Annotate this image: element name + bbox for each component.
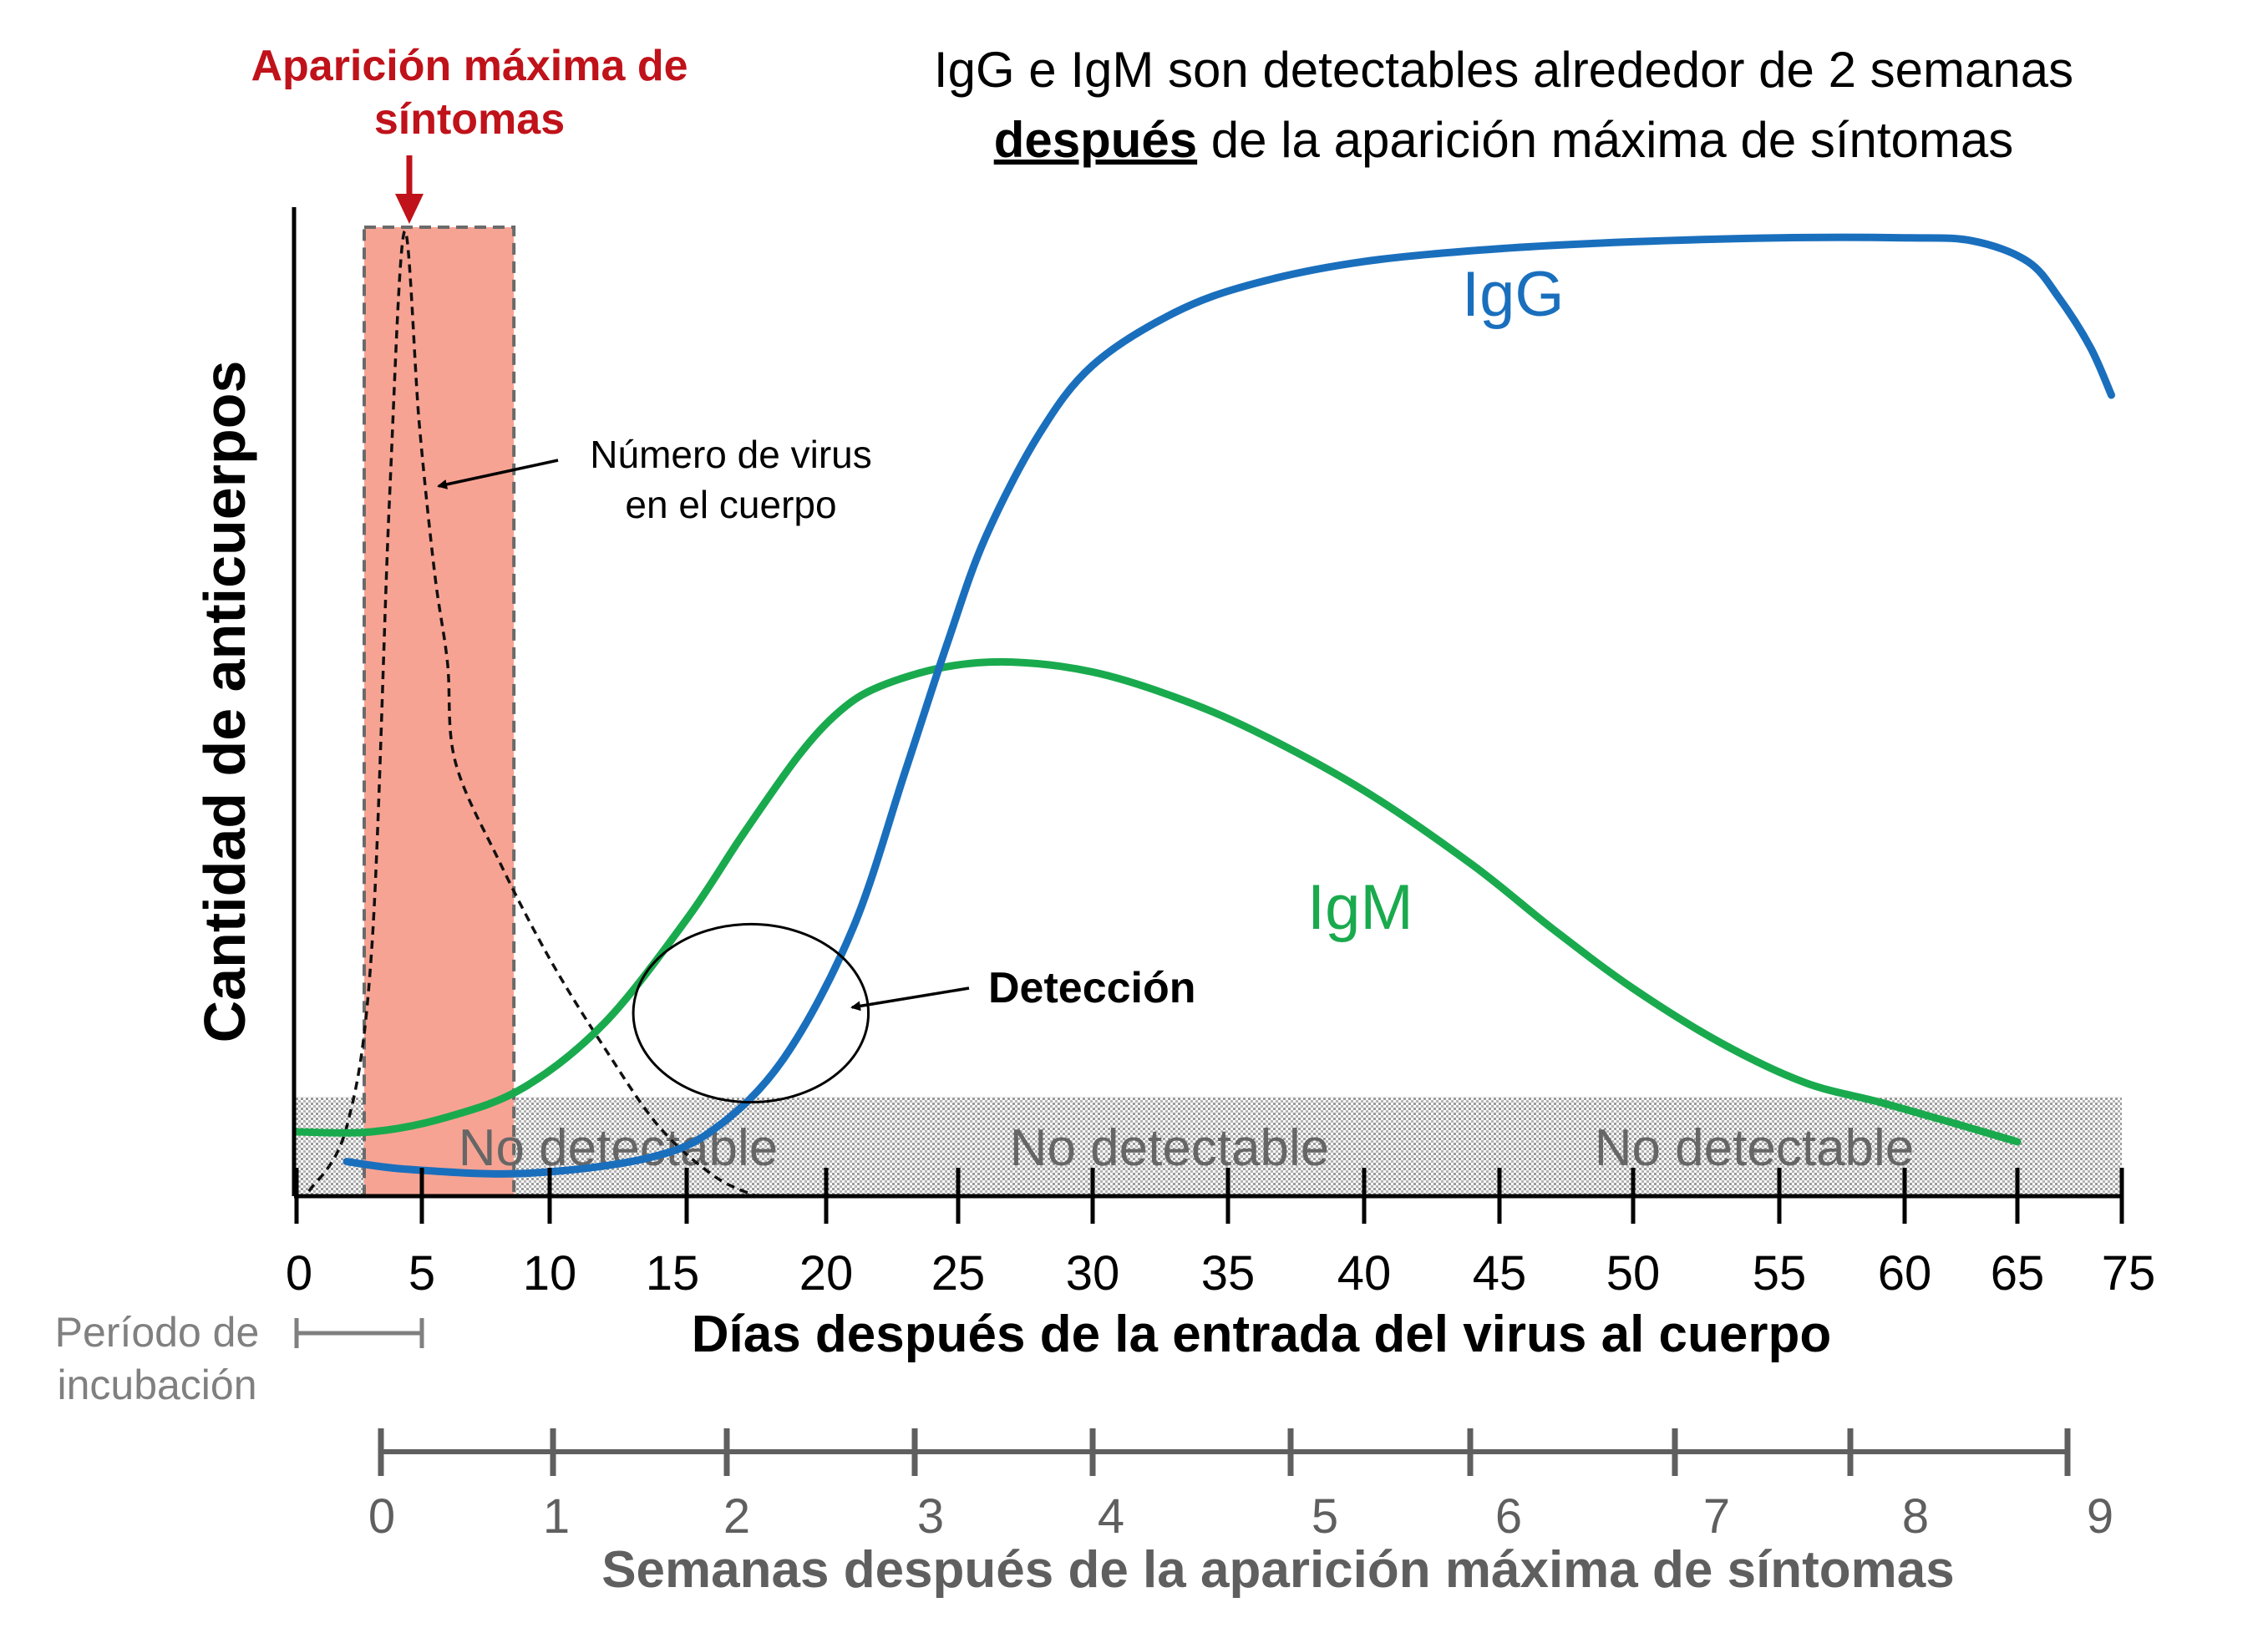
x-tick-label: 35: [1201, 1246, 1256, 1301]
weeks-tick-label: 2: [723, 1489, 750, 1544]
no-detectable-band: [294, 1097, 2122, 1196]
x-axis-label: Días después de la entrada del virus al …: [692, 1306, 1832, 1363]
no-detectable-label-2: No detectable: [1010, 1119, 1330, 1177]
peak-arrow-icon: [395, 155, 424, 224]
x-tick-label: 25: [931, 1246, 986, 1301]
series-label-igm: IgM: [1307, 872, 1413, 943]
virus-label-line-1: Número de virus: [590, 433, 871, 476]
title-emphasis: después: [994, 112, 1197, 168]
weeks-tick-label: 8: [1902, 1489, 1929, 1544]
series-line-igg: [342, 233, 2115, 1178]
detection-label: Detección: [988, 964, 1196, 1012]
weeks-tick-label: 6: [1495, 1489, 1522, 1544]
weeks-tick-label: 1: [543, 1489, 570, 1544]
y-axis-label: Cantidad de anticuerpos: [192, 361, 257, 1043]
virus-curve: [307, 230, 758, 1198]
virus-arrow-icon: [437, 459, 559, 489]
incubation-label-line-2: incubación: [57, 1362, 256, 1408]
title-rest: de la aparición máxima de síntomas: [1197, 112, 2013, 168]
detection-ellipse: [632, 922, 870, 1104]
no-detectable-label-1: No detectable: [459, 1119, 779, 1177]
x-tick-label: 0: [286, 1246, 312, 1301]
x-tick-label: 5: [408, 1246, 435, 1301]
x-tick-label: 15: [646, 1246, 700, 1301]
x-tick-label: 40: [1337, 1246, 1392, 1301]
chart-title-line-2: después de la aparición máxima de síntom…: [994, 112, 2014, 168]
weeks-tick-label: 5: [1312, 1489, 1338, 1544]
x-tick-label: 10: [523, 1246, 577, 1301]
incubation-bracket: [294, 1318, 424, 1348]
x-tick-label: 55: [1753, 1246, 1807, 1301]
incubation-label-line-1: Período de: [55, 1309, 260, 1356]
weeks-tick-label: 7: [1703, 1489, 1730, 1544]
no-detectable-label-3: No detectable: [1595, 1119, 1915, 1177]
weeks-tick-label: 9: [2087, 1489, 2113, 1544]
peak-symptoms-band: [363, 226, 516, 1198]
x-tick-label: 65: [1991, 1246, 2045, 1301]
no-detectable-labels: No detectable No detectable No detectabl…: [459, 1119, 1915, 1177]
virus-label-line-2: en el cuerpo: [625, 483, 836, 526]
detection-arrow-icon: [850, 986, 970, 1012]
x-tick-label: 45: [1473, 1246, 1527, 1301]
series-label-igg: IgG: [1462, 259, 1565, 330]
weeks-axis-label: Semanas después de la aparición máxima d…: [601, 1541, 1955, 1599]
peak-symptoms-label-line-2: síntomas: [374, 95, 565, 144]
chart-title-line-1: IgG e IgM son detectables alrededor de 2…: [934, 42, 2073, 98]
x-axis-ticks: 0 5 10 15 20 25 30 35 40 45 50 55 60 65 75: [286, 1168, 2155, 1301]
peak-symptoms-label-line-1: Aparición máxima de: [251, 42, 688, 90]
weeks-axis: 0 1 2 3 4 5 6 7 8 9: [368, 1428, 2113, 1544]
x-tick-label: 50: [1606, 1246, 1661, 1301]
x-tick-label: 20: [799, 1246, 854, 1301]
series-line-igm: [292, 657, 2022, 1146]
weeks-tick-label: 0: [368, 1489, 395, 1544]
weeks-tick-label: 4: [1098, 1489, 1124, 1544]
x-tick-label: 30: [1066, 1246, 1120, 1301]
x-tick-label: 60: [1878, 1246, 1932, 1301]
x-tick-label: 75: [2102, 1246, 2156, 1301]
weeks-tick-label: 3: [917, 1489, 944, 1544]
